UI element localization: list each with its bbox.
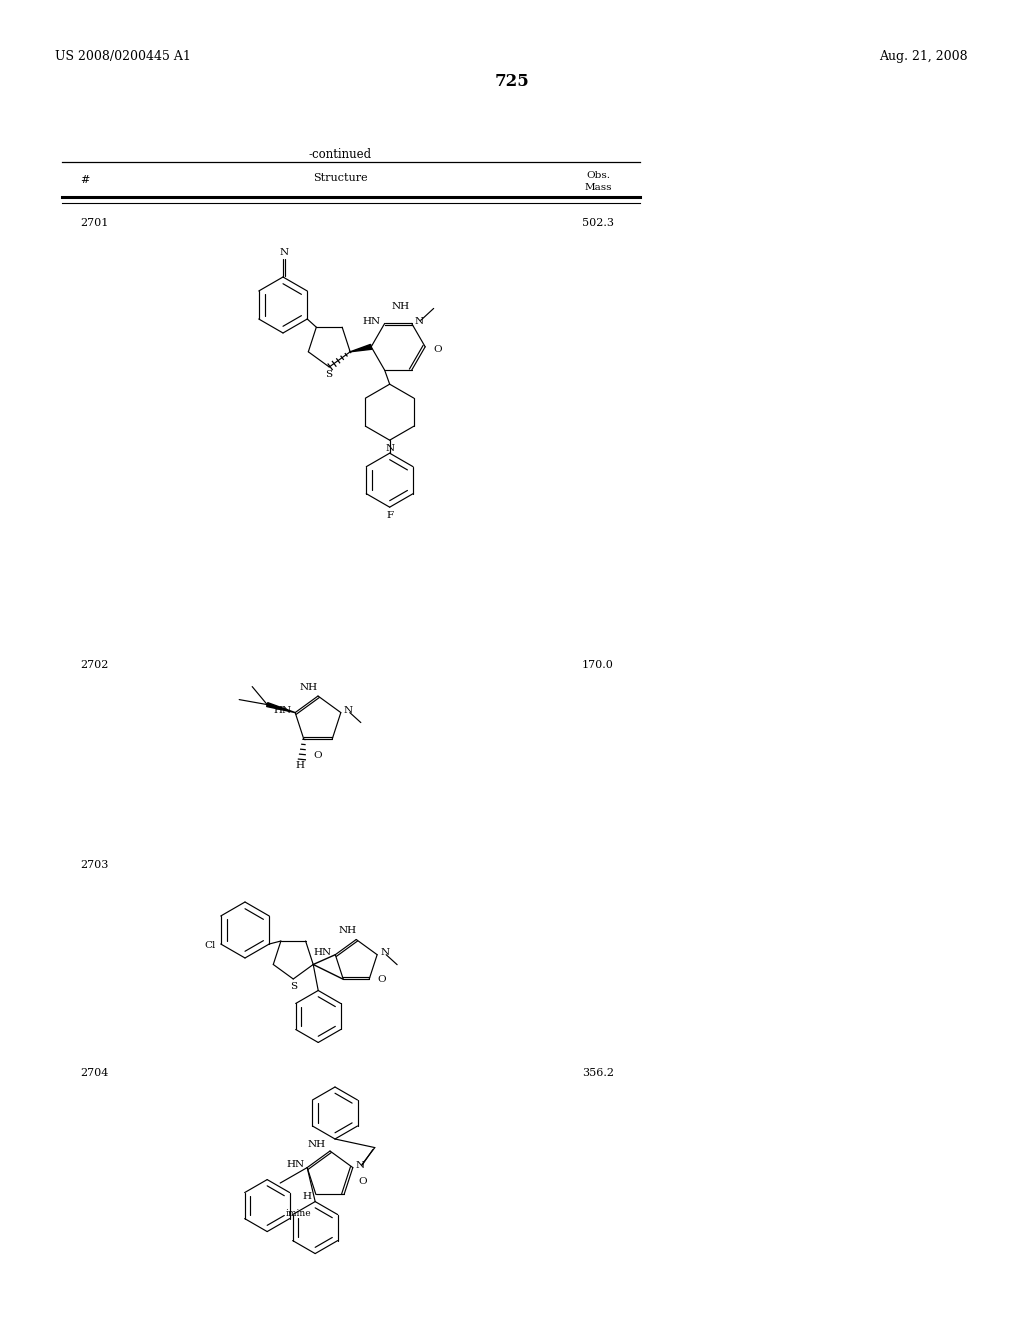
Text: NH: NH — [391, 302, 410, 312]
Text: O: O — [313, 751, 323, 760]
Text: HN: HN — [273, 706, 291, 715]
Text: Cl: Cl — [205, 941, 216, 950]
Polygon shape — [350, 345, 372, 352]
Text: N: N — [415, 317, 424, 326]
Text: -continued: -continued — [308, 148, 372, 161]
Text: N: N — [280, 248, 289, 257]
Text: N: N — [344, 706, 353, 715]
Text: Structure: Structure — [312, 173, 368, 183]
Text: 2702: 2702 — [80, 660, 109, 671]
Text: H: H — [295, 762, 304, 771]
Text: Mass: Mass — [585, 183, 611, 191]
Text: #: # — [80, 176, 89, 185]
Text: HN: HN — [313, 948, 332, 957]
Text: O: O — [377, 974, 386, 983]
Text: 725: 725 — [495, 73, 529, 90]
Polygon shape — [266, 702, 295, 713]
Text: 2703: 2703 — [80, 861, 109, 870]
Text: F: F — [386, 511, 393, 520]
Text: 502.3: 502.3 — [582, 218, 614, 228]
Text: NH: NH — [300, 684, 317, 692]
Text: N: N — [380, 948, 389, 957]
Text: S: S — [325, 370, 332, 379]
Text: 2701: 2701 — [80, 218, 109, 228]
Text: O: O — [358, 1176, 367, 1185]
Text: Obs.: Obs. — [586, 172, 610, 180]
Text: HN: HN — [286, 1160, 304, 1170]
Text: US 2008/0200445 A1: US 2008/0200445 A1 — [55, 50, 190, 63]
Text: S: S — [290, 982, 297, 991]
Text: 2704: 2704 — [80, 1068, 109, 1078]
Text: N: N — [355, 1162, 365, 1170]
Text: imine: imine — [286, 1209, 311, 1218]
Text: 356.2: 356.2 — [582, 1068, 614, 1078]
Text: NH: NH — [307, 1140, 326, 1150]
Text: N: N — [385, 445, 394, 453]
Text: NH: NH — [339, 927, 356, 935]
Text: HN: HN — [362, 317, 381, 326]
Text: 170.0: 170.0 — [582, 660, 614, 671]
Text: O: O — [433, 346, 441, 354]
Text: Aug. 21, 2008: Aug. 21, 2008 — [880, 50, 968, 63]
Text: H: H — [303, 1192, 312, 1201]
